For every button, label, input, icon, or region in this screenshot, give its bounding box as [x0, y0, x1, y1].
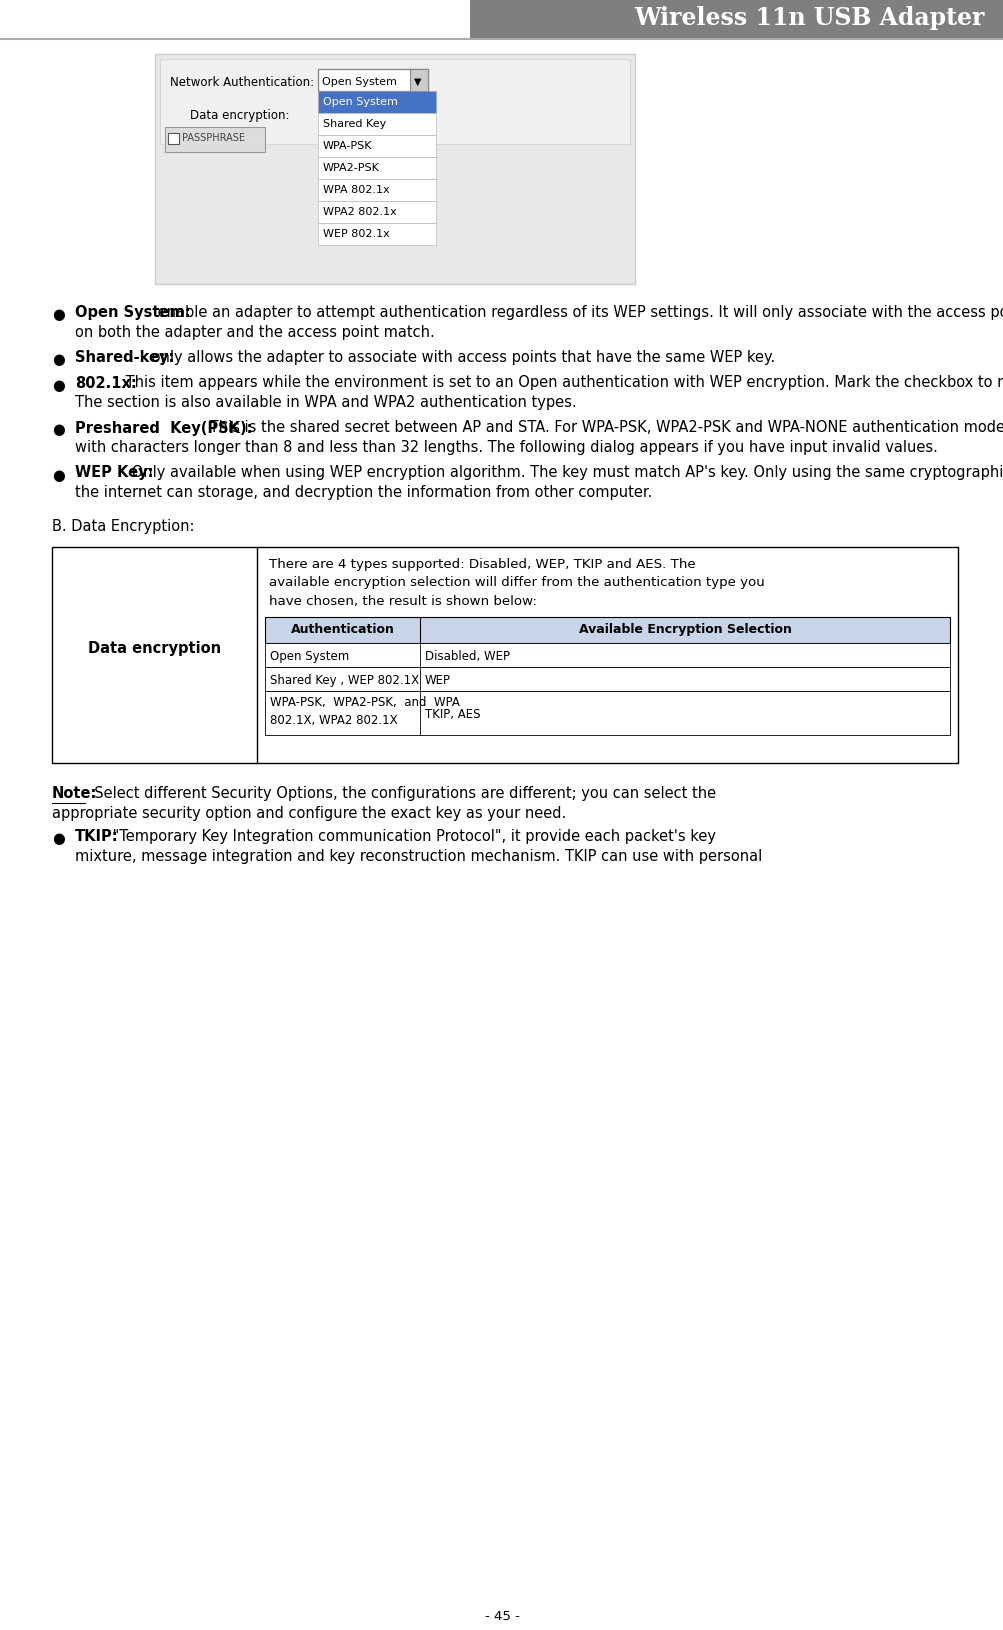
Text: WPA2-PSK: WPA2-PSK [323, 163, 379, 173]
Text: Data encryption: Data encryption [88, 641, 221, 655]
Bar [318, 223, 435, 246]
Text: Open System: Open System [322, 77, 396, 86]
Bar [318, 114, 435, 135]
Text: TKIP:: TKIP: [75, 828, 118, 844]
Text: WPA-PSK,  WPA2-PSK,  and  WPA: WPA-PSK, WPA2-PSK, and WPA [270, 696, 459, 709]
Text: Network Authentication:: Network Authentication: [170, 75, 314, 88]
Text: Preshared  Key(PSK):: Preshared Key(PSK): [75, 421, 252, 435]
Text: have chosen, the result is shown below:: have chosen, the result is shown below: [269, 595, 537, 608]
Text: enable an adapter to attempt authentication regardless of its WEP settings. It w: enable an adapter to attempt authenticat… [153, 305, 1003, 319]
Bar [265, 691, 949, 735]
Bar [469, 0, 1003, 41]
Bar [318, 91, 435, 114]
Text: ●: ● [52, 306, 64, 321]
Text: Available Encryption Selection: Available Encryption Selection [578, 623, 790, 636]
Text: WEP Key:: WEP Key: [75, 465, 153, 481]
Text: ●: ● [52, 422, 64, 437]
Bar [265, 644, 949, 668]
Bar [164, 127, 265, 153]
Bar [52, 548, 957, 764]
Text: mixture, message integration and key reconstruction mechanism. TKIP can use with: mixture, message integration and key rec… [75, 848, 761, 864]
Bar [168, 134, 179, 145]
Text: available encryption selection will differ from the authentication type you: available encryption selection will diff… [269, 575, 764, 588]
Text: the internet can storage, and decryption the information from other computer.: the internet can storage, and decryption… [75, 484, 652, 500]
Bar [0, 0, 469, 41]
Text: WPA2 802.1x: WPA2 802.1x [323, 207, 396, 217]
Text: - 45 -: - 45 - [484, 1609, 519, 1622]
Text: ●: ● [52, 352, 64, 367]
Bar [154, 55, 634, 285]
Text: on both the adapter and the access point match.: on both the adapter and the access point… [75, 324, 434, 339]
Text: ●: ● [52, 377, 64, 393]
Text: Open System:: Open System: [75, 305, 191, 319]
Text: WEP: WEP [424, 673, 450, 686]
Text: ▼: ▼ [413, 77, 421, 86]
Text: ●: ● [52, 831, 64, 846]
Text: TKIP, AES: TKIP, AES [424, 707, 480, 720]
Bar [318, 158, 435, 179]
Text: Shared Key: Shared Key [323, 119, 386, 129]
Text: 802.1x:: 802.1x: [75, 375, 136, 390]
Text: Open System: Open System [323, 96, 397, 108]
Text: Disabled, WEP: Disabled, WEP [424, 650, 510, 663]
Bar [318, 179, 435, 202]
Text: "Temporary Key Integration communication Protocol", it provide each packet's key: "Temporary Key Integration communication… [107, 828, 715, 844]
Text: Data encryption:: Data encryption: [190, 109, 289, 121]
Text: Select different Security Options, the configurations are different; you can sel: Select different Security Options, the c… [84, 786, 715, 800]
Bar [265, 618, 949, 644]
Bar [159, 60, 629, 145]
Text: only allows the adapter to associate with access points that have the same WEP k: only allows the adapter to associate wit… [146, 350, 774, 365]
Bar [318, 70, 427, 91]
Bar [265, 668, 949, 691]
Text: This is the shared secret between AP and STA. For WPA-PSK, WPA2-PSK and WPA-NONE: This is the shared secret between AP and… [205, 421, 1003, 435]
Text: Note:: Note: [52, 786, 97, 800]
Text: appropriate security option and configure the exact key as your need.: appropriate security option and configur… [52, 805, 566, 820]
Text: The section is also available in WPA and WPA2 authentication types.: The section is also available in WPA and… [75, 394, 576, 409]
Text: There are 4 types supported: Disabled, WEP, TKIP and AES. The: There are 4 types supported: Disabled, W… [269, 557, 695, 570]
Text: Wireless 11n USB Adapter: Wireless 11n USB Adapter [634, 7, 984, 29]
Bar [318, 202, 435, 223]
Text: Only available when using WEP encryption algorithm. The key must match AP's key.: Only available when using WEP encryption… [127, 465, 1003, 481]
Text: ●: ● [52, 468, 64, 482]
Text: This item appears while the environment is set to an Open authentication with WE: This item appears while the environment … [120, 375, 1003, 390]
Text: Open System: Open System [270, 650, 349, 663]
Bar [409, 70, 427, 91]
Text: with characters longer than 8 and less than 32 lengths. The following dialog app: with characters longer than 8 and less t… [75, 440, 937, 455]
Text: Shared Key , WEP 802.1X: Shared Key , WEP 802.1X [270, 673, 418, 686]
Text: WEP 802.1x: WEP 802.1x [323, 228, 389, 240]
Text: Authentication: Authentication [290, 623, 394, 636]
Text: Shared-key:: Shared-key: [75, 350, 175, 365]
Text: WPA 802.1x: WPA 802.1x [323, 184, 389, 196]
Text: WPA-PSK: WPA-PSK [323, 140, 372, 152]
Text: PASSPHRASE: PASSPHRASE [182, 134, 245, 143]
Text: B. Data Encryption:: B. Data Encryption: [52, 518, 195, 533]
Bar [318, 135, 435, 158]
Text: 802.1X, WPA2 802.1X: 802.1X, WPA2 802.1X [270, 714, 397, 727]
